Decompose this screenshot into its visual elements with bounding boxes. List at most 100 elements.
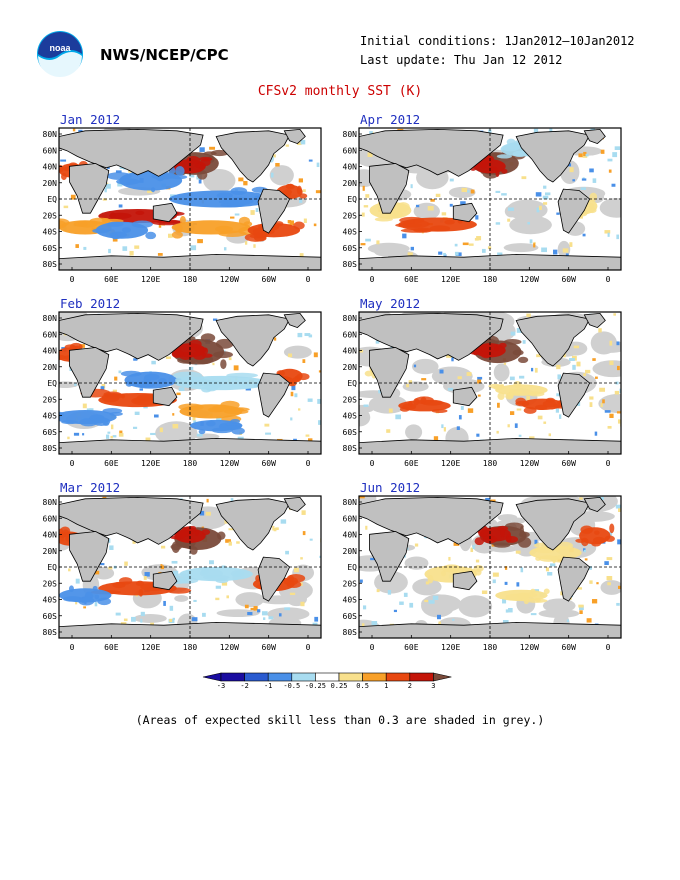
lat-tick-label: 80S bbox=[343, 628, 358, 637]
lat-tick-label: EQ bbox=[47, 195, 57, 204]
lat-tick-label: 20S bbox=[343, 211, 358, 220]
lat-tick-label: 80N bbox=[343, 314, 358, 323]
colorbar-segment bbox=[385, 672, 411, 682]
colorbar-segment bbox=[220, 672, 245, 682]
lat-tick-label: 60N bbox=[43, 330, 58, 339]
lon-tick-label: 120W bbox=[220, 275, 239, 284]
svg-text:noaa: noaa bbox=[49, 43, 71, 53]
lat-tick-label: 60S bbox=[43, 612, 58, 621]
colorbar-label: -0.25 bbox=[305, 682, 326, 690]
lon-tick-label: 60E bbox=[104, 459, 119, 468]
lat-tick-label: 80S bbox=[43, 628, 58, 637]
lat-tick-label: 20N bbox=[43, 179, 58, 188]
lat-tick-label: 80S bbox=[43, 260, 58, 269]
lon-tick-label: 180 bbox=[183, 275, 198, 284]
lat-tick-label: 60N bbox=[343, 514, 358, 523]
lat-tick-label: 80N bbox=[43, 130, 58, 139]
colorbar-segment bbox=[291, 672, 316, 682]
lat-tick-label: 20S bbox=[43, 395, 58, 404]
lon-tick-label: 120W bbox=[220, 459, 239, 468]
lon-tick-label: 120E bbox=[141, 275, 160, 284]
noaa-logo: noaa bbox=[37, 31, 83, 78]
lat-tick-label: EQ bbox=[347, 379, 357, 388]
lon-tick-label: 60E bbox=[104, 643, 119, 652]
lat-tick-label: 20S bbox=[343, 395, 358, 404]
lon-tick-label: 60E bbox=[104, 275, 119, 284]
lon-tick-label: 120E bbox=[141, 643, 160, 652]
colorbar-segment bbox=[409, 672, 434, 682]
lon-tick-label: 120W bbox=[520, 459, 539, 468]
lon-tick-label: 0 bbox=[70, 643, 75, 652]
lon-tick-label: 120E bbox=[441, 459, 460, 468]
colorbar-segment bbox=[244, 672, 269, 682]
colorbar-segment bbox=[315, 672, 340, 682]
lon-tick-label: 0 bbox=[70, 275, 75, 284]
lat-tick-label: 60S bbox=[343, 612, 358, 621]
lat-tick-label: 80S bbox=[343, 260, 358, 269]
lat-tick-label: 40N bbox=[43, 347, 58, 356]
colorbar-label: -2 bbox=[240, 682, 248, 690]
lat-tick-label: 80N bbox=[343, 130, 358, 139]
lon-tick-label: 120W bbox=[520, 275, 539, 284]
colorbar-label: -3 bbox=[217, 682, 225, 690]
lon-tick-label: 0 bbox=[370, 643, 375, 652]
lon-tick-label: 60W bbox=[261, 275, 276, 284]
lon-tick-label: 60E bbox=[404, 459, 419, 468]
lat-tick-label: 80S bbox=[43, 444, 58, 453]
lon-tick-label: 0 bbox=[306, 459, 311, 468]
lat-tick-label: 40S bbox=[343, 596, 358, 605]
lon-tick-label: 60W bbox=[261, 643, 276, 652]
lat-tick-label: 20N bbox=[343, 363, 358, 372]
lat-tick-label: 20N bbox=[43, 363, 58, 372]
lon-tick-label: 120W bbox=[520, 643, 539, 652]
lat-tick-label: EQ bbox=[347, 195, 357, 204]
lat-tick-label: 80S bbox=[343, 444, 358, 453]
last-update: Last update: Thu Jan 12 2012 bbox=[360, 53, 563, 67]
lon-tick-label: 120E bbox=[141, 459, 160, 468]
lat-tick-label: 20S bbox=[43, 211, 58, 220]
colorbar-label: 3 bbox=[431, 682, 435, 690]
figure-title: CFSv2 monthly SST (K) bbox=[257, 84, 423, 99]
lat-tick-label: 60N bbox=[343, 146, 358, 155]
lat-tick-label: 20S bbox=[343, 579, 358, 588]
panel-label: Jun 2012 bbox=[360, 480, 420, 495]
lat-tick-label: 20N bbox=[43, 547, 58, 556]
lat-tick-label: 40N bbox=[43, 163, 58, 172]
lat-tick-label: 60N bbox=[43, 514, 58, 523]
lon-tick-label: 0 bbox=[606, 275, 611, 284]
lat-tick-label: 40S bbox=[43, 228, 58, 237]
initial-conditions: Initial conditions: 1Jan2012–10Jan2012 bbox=[360, 34, 635, 48]
lon-tick-label: 60W bbox=[561, 459, 576, 468]
colorbar-min-arrow bbox=[202, 672, 222, 682]
lat-tick-label: 80N bbox=[343, 498, 358, 507]
lon-tick-label: 180 bbox=[183, 643, 198, 652]
colorbar-segment bbox=[338, 672, 363, 682]
lat-tick-label: EQ bbox=[47, 379, 57, 388]
lon-tick-label: 120W bbox=[220, 643, 239, 652]
lat-tick-label: 40S bbox=[43, 412, 58, 421]
lat-tick-label: 40N bbox=[343, 163, 358, 172]
lat-tick-label: 60S bbox=[343, 428, 358, 437]
lat-tick-label: 60N bbox=[43, 146, 58, 155]
lon-tick-label: 60W bbox=[261, 459, 276, 468]
lon-tick-label: 60W bbox=[561, 643, 576, 652]
lon-tick-label: 120E bbox=[441, 643, 460, 652]
lat-tick-label: 80N bbox=[43, 314, 58, 323]
lon-tick-label: 0 bbox=[70, 459, 75, 468]
colorbar-max-arrow bbox=[433, 672, 452, 682]
lon-tick-label: 180 bbox=[483, 459, 498, 468]
footnote: (Areas of expected skill less than 0.3 a… bbox=[135, 713, 545, 727]
colorbar-segment bbox=[267, 672, 293, 682]
panel-label: Feb 2012 bbox=[60, 296, 120, 311]
colorbar: -3 -2 -1 -0.5 -0.25 0.25 0.5 1 2 3 bbox=[202, 672, 452, 690]
lon-tick-label: 180 bbox=[483, 643, 498, 652]
lon-tick-label: 0 bbox=[606, 643, 611, 652]
